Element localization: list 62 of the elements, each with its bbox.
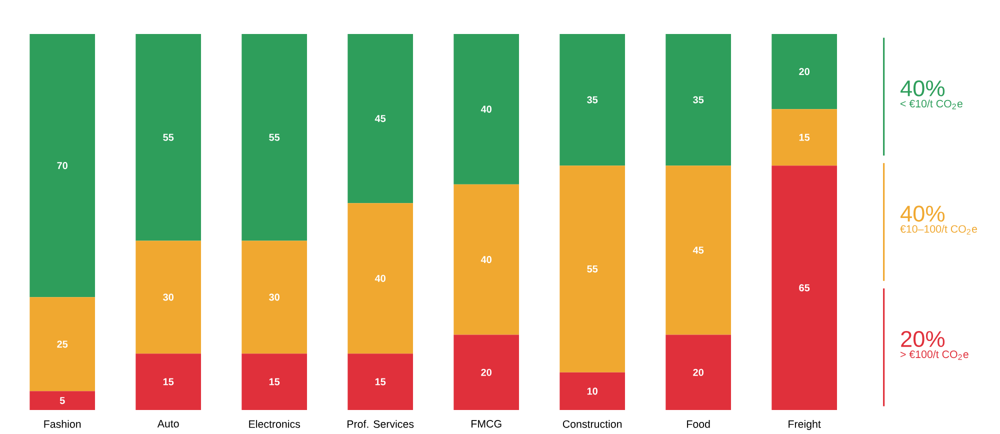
data-label: 15	[163, 378, 174, 386]
bar	[136, 354, 202, 410]
bar	[454, 334, 520, 410]
data-label: 55	[269, 134, 280, 141]
bar	[242, 240, 308, 354]
data-label: 40	[480, 106, 492, 113]
bar	[242, 354, 308, 410]
data-label: 45	[374, 115, 386, 122]
bar	[666, 334, 731, 410]
bar	[136, 34, 202, 241]
data-label: 20	[481, 368, 492, 376]
x-tick-label: Prof. Services	[348, 420, 414, 428]
data-label: 10	[587, 388, 598, 395]
x-tick-label: Auto	[157, 420, 179, 428]
data-label: 15	[269, 378, 280, 386]
bar	[136, 240, 202, 354]
text: < €10/t CO$_{2}$e	[900, 100, 962, 110]
data-label: 30	[163, 294, 174, 301]
data-label: 65	[799, 284, 810, 292]
data-label: 35	[587, 96, 598, 104]
bar	[666, 166, 731, 335]
data-label: 40	[480, 256, 492, 264]
data-label: 40	[374, 274, 386, 282]
bar	[666, 34, 731, 166]
data-label: 20	[693, 368, 704, 376]
bar	[560, 34, 626, 166]
text: €10–100/t CO$_{2}$e	[900, 224, 977, 235]
data-label: 55	[163, 134, 174, 141]
x-tick-label: Fashion	[44, 420, 81, 428]
data-label: 20	[799, 68, 810, 76]
text: > €100/t CO$_{2}$e	[900, 350, 968, 360]
bar	[348, 34, 414, 204]
bar	[772, 166, 837, 410]
text: 40%	[900, 206, 945, 222]
bar	[560, 166, 626, 372]
bar	[30, 34, 96, 298]
data-label: 45	[692, 246, 704, 254]
x-tick-label: Construction	[562, 420, 622, 428]
data-label: 35	[693, 96, 704, 104]
x-tick-label: Freight	[788, 420, 821, 430]
x-tick-label: Food	[687, 420, 710, 428]
bar	[242, 34, 308, 241]
data-label: 15	[799, 134, 810, 141]
text: 20%	[901, 331, 945, 348]
bar	[348, 354, 414, 410]
data-label: 55	[587, 266, 598, 272]
data-label: 70	[57, 162, 68, 170]
bar	[454, 184, 520, 335]
bar	[560, 372, 626, 410]
bar	[454, 34, 520, 184]
data-label: 5	[60, 397, 65, 404]
bar	[30, 391, 96, 410]
data-label: 25	[57, 340, 68, 348]
data-label: 30	[269, 294, 280, 301]
bar	[30, 297, 96, 392]
data-label: 15	[375, 378, 386, 386]
x-tick-label: FMCG	[472, 420, 502, 428]
x-tick-label: Electronics	[249, 420, 300, 428]
bar	[772, 34, 837, 110]
bar	[348, 203, 414, 354]
bar	[772, 109, 837, 166]
text: 40%	[900, 80, 945, 96]
